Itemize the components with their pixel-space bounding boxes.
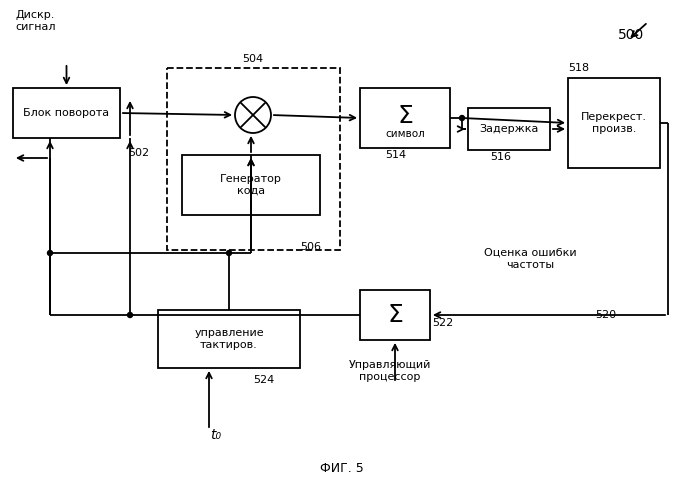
Circle shape: [127, 312, 133, 318]
Text: Управляющий
процессор: Управляющий процессор: [349, 360, 431, 382]
Text: Оценка ошибки
частоты: Оценка ошибки частоты: [484, 248, 577, 270]
Text: 524: 524: [253, 375, 274, 385]
Text: 504: 504: [242, 54, 263, 64]
Text: Σ: Σ: [397, 104, 413, 128]
Bar: [167, 68, 340, 250]
Text: 502: 502: [128, 148, 149, 158]
Text: Σ: Σ: [387, 303, 403, 327]
Text: Дискр.
сигнал: Дискр. сигнал: [15, 10, 55, 32]
Text: управление
тактиров.: управление тактиров.: [194, 328, 264, 350]
Text: ФИГ. 5: ФИГ. 5: [320, 462, 364, 475]
Text: Перекрест.
произв.: Перекрест. произв.: [581, 112, 647, 134]
Text: Генератор
кода: Генератор кода: [220, 174, 282, 196]
Circle shape: [460, 116, 464, 120]
Text: символ: символ: [385, 129, 425, 139]
Text: t₀: t₀: [211, 428, 222, 442]
Text: 514: 514: [385, 150, 406, 160]
Bar: [468, 108, 550, 150]
Bar: [360, 88, 450, 148]
Bar: [13, 88, 120, 138]
Text: 520: 520: [595, 310, 616, 320]
Bar: [158, 310, 300, 368]
Text: Задержка: Задержка: [479, 124, 539, 134]
Text: 516: 516: [490, 152, 511, 162]
Text: 500: 500: [618, 28, 644, 42]
Circle shape: [226, 250, 231, 256]
Text: Блок поворота: Блок поворота: [23, 108, 109, 118]
Circle shape: [47, 250, 53, 256]
Text: 522: 522: [432, 318, 453, 328]
Bar: [360, 290, 430, 340]
Text: 506: 506: [300, 242, 321, 252]
Text: 518: 518: [568, 63, 589, 73]
Bar: [568, 78, 660, 168]
Bar: [182, 155, 320, 215]
